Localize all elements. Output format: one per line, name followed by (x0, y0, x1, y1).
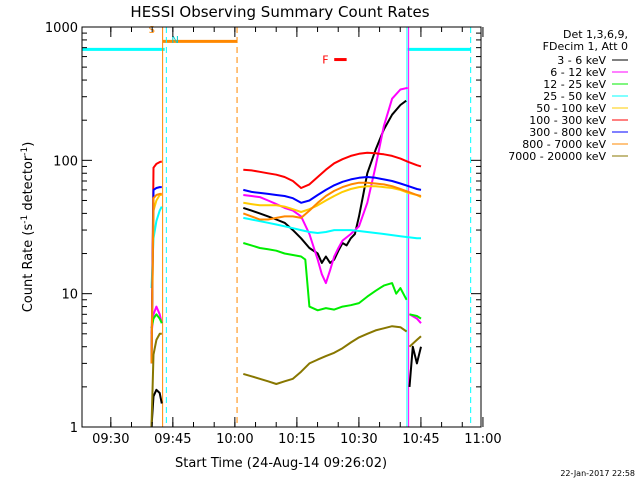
x-tick-label-5: 10:45 (402, 432, 439, 447)
legend-label-3: 25 - 50 keV (543, 90, 606, 103)
chart-title: HESSI Observing Summary Count Rates (130, 3, 429, 21)
x-tick-label-4: 10:30 (340, 432, 377, 447)
x-tick-label-6: 11:00 (464, 432, 501, 447)
series-7 (150, 181, 422, 364)
series-8 (150, 325, 422, 428)
series-0-segment-2 (408, 345, 422, 387)
series-2-segment-1 (243, 242, 408, 312)
legend-label-5: 100 - 300 keV (529, 114, 606, 127)
series-8-segment-0 (150, 332, 162, 428)
series-6-segment-1 (243, 176, 422, 204)
vline-layer (162, 27, 472, 427)
legend-label-0: 3 - 6 keV (557, 54, 606, 67)
plot-frame (81, 26, 482, 428)
legend-label-1: 6 - 12 keV (550, 66, 606, 79)
series-8-segment-1 (243, 325, 408, 385)
y-axis: 1 10 100 1000 (45, 21, 481, 436)
y-axis-label: Count Rate (s-1 detector-1) (20, 142, 36, 313)
legend-label-2: 12 - 25 keV (543, 78, 606, 91)
y-axis-label-sup2: -1 (20, 147, 30, 156)
x-axis: 09:30 09:45 10:00 10:15 10:30 10:45 11:00 (92, 27, 502, 447)
flag-label-f: F (322, 54, 328, 67)
series-8-segment-2 (408, 335, 422, 348)
series-2-segment-2 (409, 313, 422, 320)
series-1-segment-1 (243, 86, 409, 285)
legend-label-6: 300 - 800 keV (529, 126, 606, 139)
y-axis-label-main: Count Rate (s (21, 224, 36, 313)
legend: Det 1,3,6,9, FDecim 1, Att 0 3 - 6 keV6 … (508, 28, 628, 163)
y-axis-label-sup1: -1 (20, 215, 30, 224)
x-tick-label-2: 10:00 (216, 432, 253, 447)
legend-label-8: 7000 - 20000 keV (508, 150, 606, 163)
series-3-segment-1 (243, 216, 421, 240)
flag-label-n: N (171, 35, 178, 46)
legend-header-2: FDecim 1, Att 0 (543, 40, 628, 53)
legend-label-4: 50 - 100 keV (536, 102, 606, 115)
y-axis-label-mid: detector (21, 155, 36, 215)
legend-label-7: 800 - 7000 keV (522, 138, 606, 151)
series-7-segment-0 (150, 192, 162, 364)
series-7-segment-1 (242, 181, 422, 221)
y-tick-label-0: 1 (70, 421, 78, 436)
y-axis-label-end: ) (21, 142, 36, 147)
x-tick-label-0: 09:30 (92, 432, 129, 447)
series-layer (150, 86, 422, 428)
x-axis-label: Start Time (24-Aug-14 09:26:02) (175, 456, 387, 471)
legend-header-1: Det 1,3,6,9, (563, 28, 628, 41)
x-tick-label-1: 09:45 (154, 432, 191, 447)
series-4-segment-1 (243, 185, 422, 213)
y-tick-label-2: 100 (53, 154, 78, 169)
series-5-segment-1 (243, 151, 422, 189)
y-tick-label-3: 1000 (45, 21, 78, 36)
y-tick-label-1: 10 (61, 288, 78, 303)
x-tick-label-3: 10:15 (278, 432, 315, 447)
timestamp: 22-Jan-2017 22:58 (560, 469, 635, 478)
